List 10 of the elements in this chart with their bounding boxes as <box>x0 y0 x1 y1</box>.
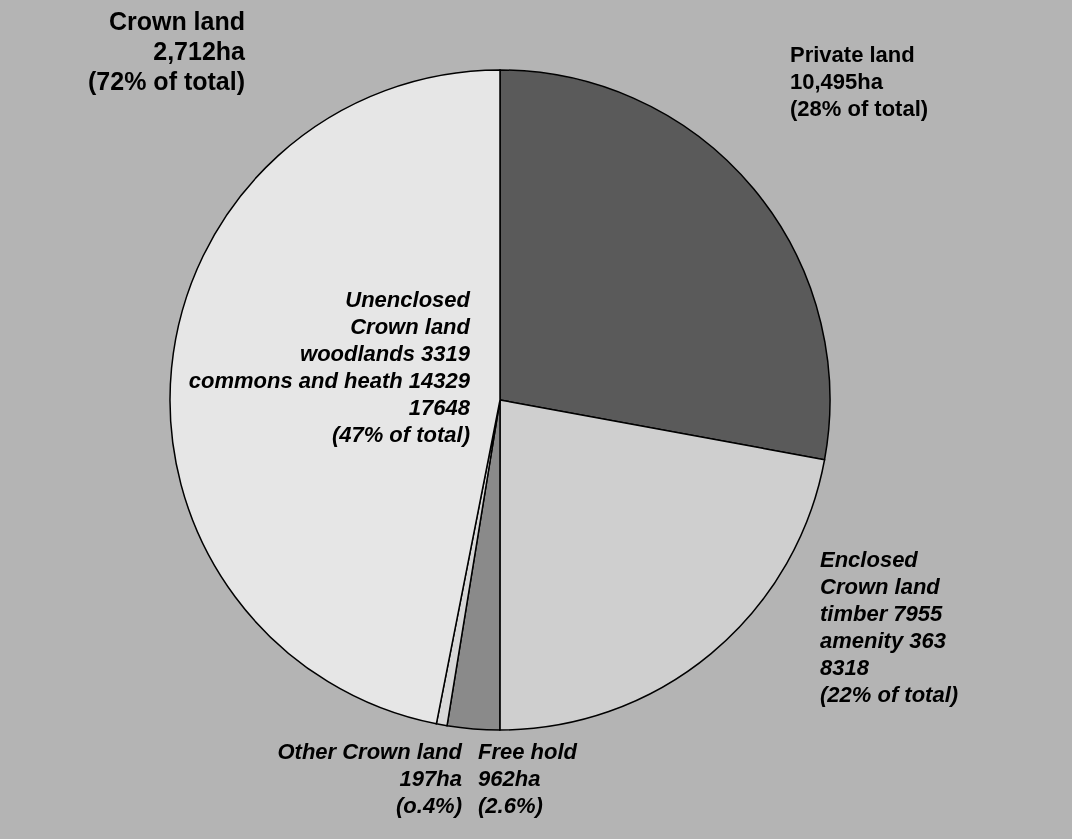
data-label: 10,495ha (28% of total) <box>790 69 929 121</box>
slice-label: Free hold <box>478 739 578 764</box>
slice-label: Private land <box>790 42 915 67</box>
data-label: 962ha (2.6%) <box>478 766 543 818</box>
slice-label: Unenclosed Crown land <box>345 287 471 339</box>
text: Crown land 2,712ha (72% of total) <box>88 7 247 95</box>
data-label: timber 7955 amenity 363 8318 (22% of total) <box>820 601 959 707</box>
data-label: woodlands 3319 commons and heath 14329 17648 (47% of total) <box>188 341 471 447</box>
data-label: 197ha (o.4%) <box>396 766 462 818</box>
slice-label: Other Crown land <box>277 739 463 764</box>
